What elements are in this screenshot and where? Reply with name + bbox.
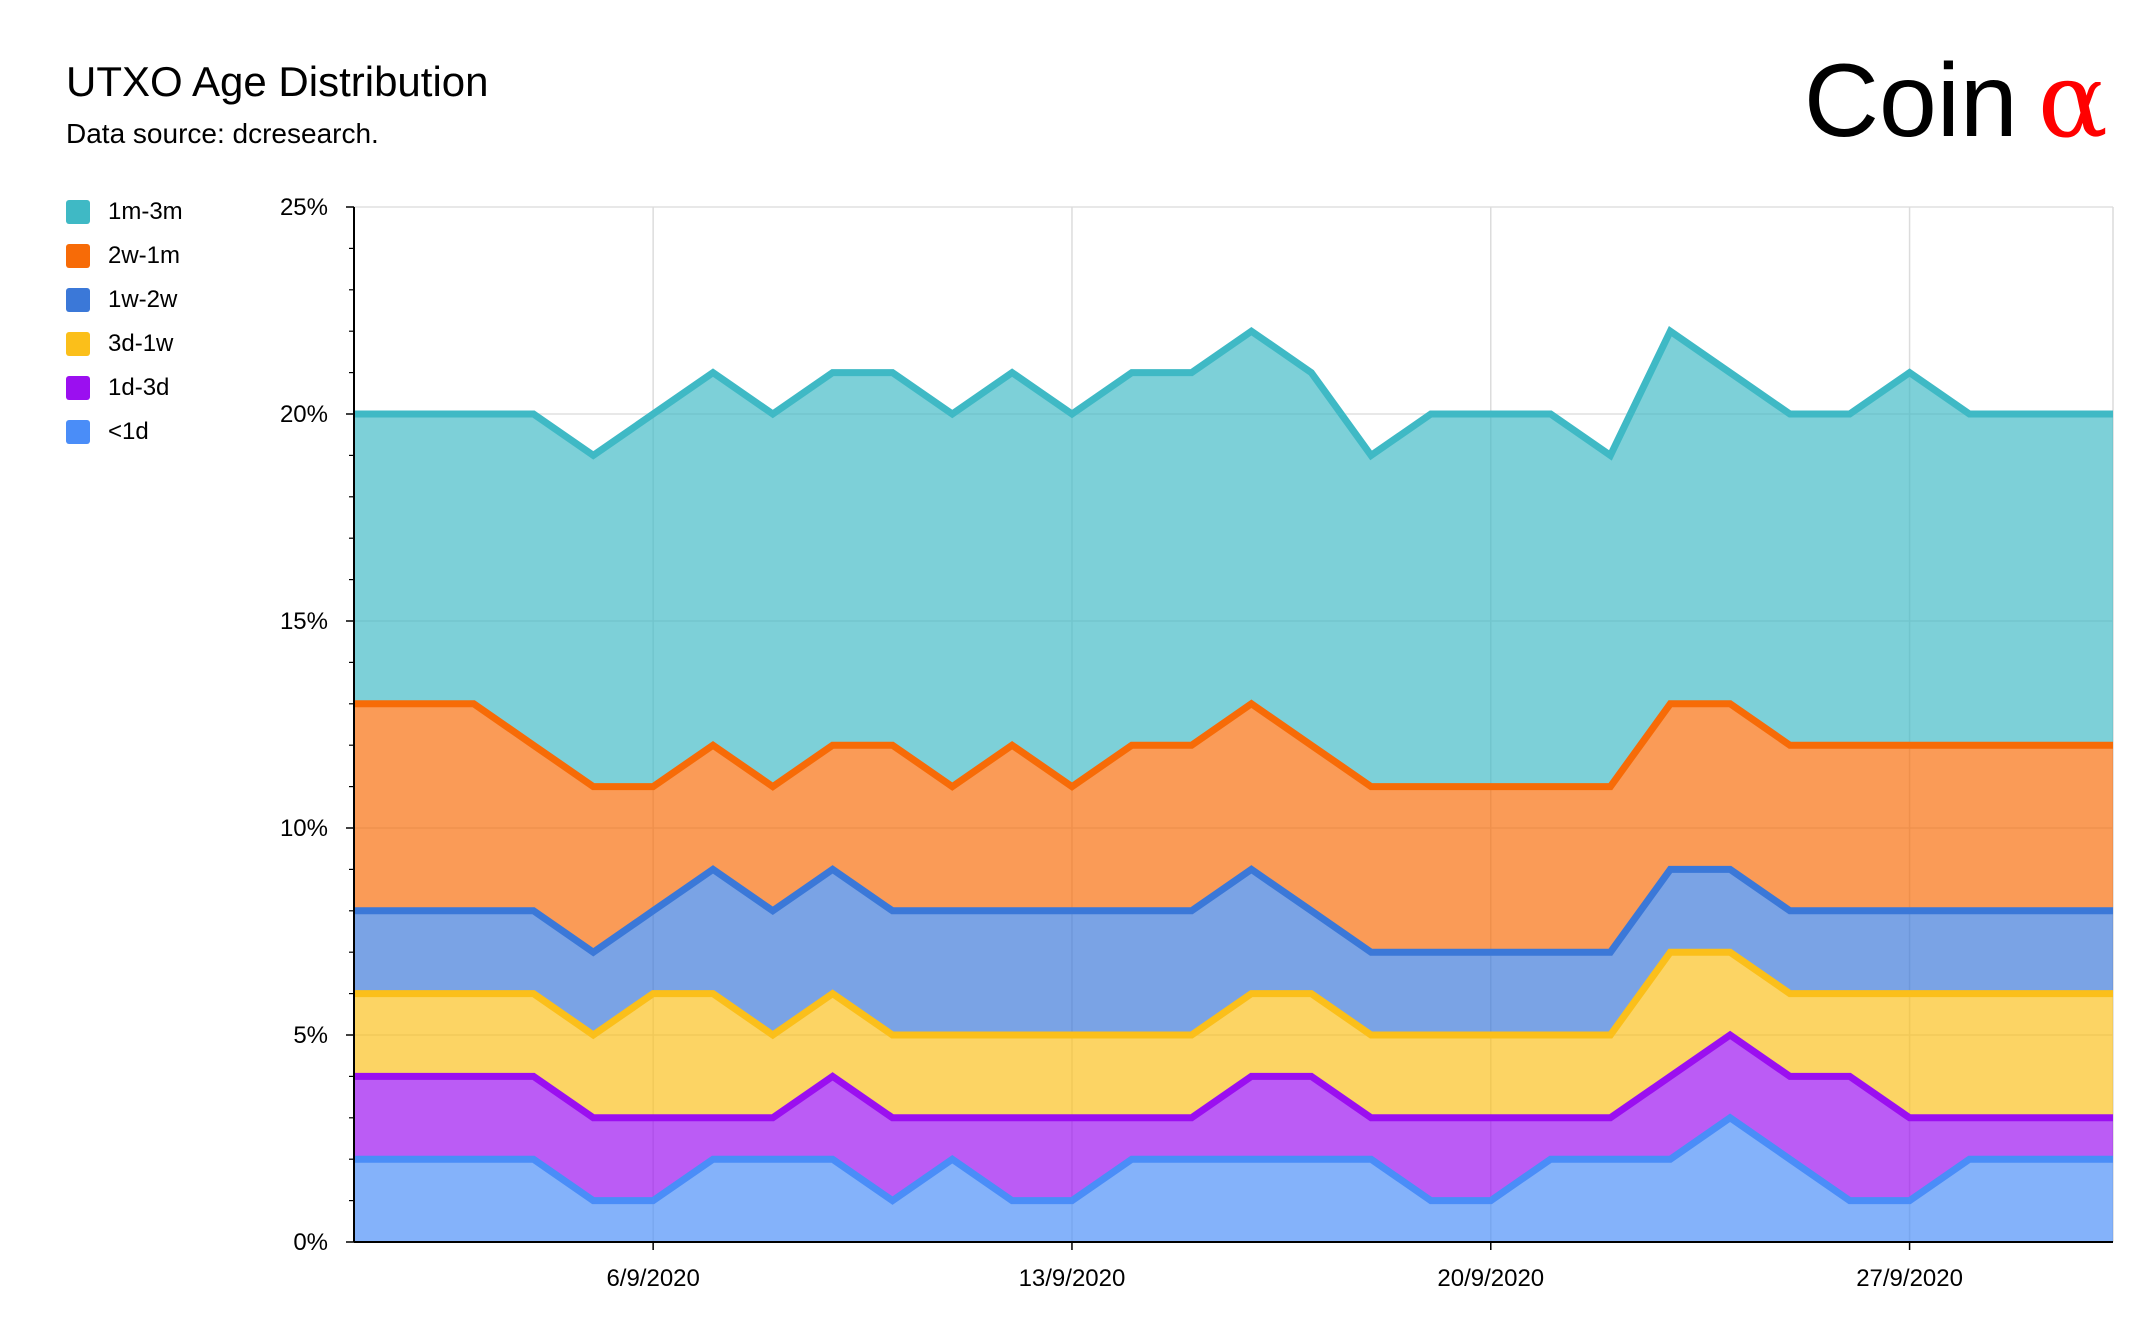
legend-label: 3d-1w <box>108 330 174 357</box>
legend-label: 1w-2w <box>108 286 178 313</box>
legend-item: 3d-1w <box>66 322 183 366</box>
area-2w-1m <box>354 703 2113 953</box>
x-tick-label: 20/9/2020 <box>1437 1265 1544 1292</box>
y-tick-label: 5% <box>293 1022 328 1049</box>
x-tick-label: 6/9/2020 <box>606 1265 699 1292</box>
y-tick-label: 25% <box>280 194 328 221</box>
chart-subtitle: Data source: dcresearch. <box>66 118 379 149</box>
y-tick-label: 10% <box>280 815 328 842</box>
series-lines <box>354 325 2113 1205</box>
area-3d-1w <box>354 952 2113 1118</box>
area--1d <box>354 1117 2113 1242</box>
legend-label: 2w-1m <box>108 242 181 269</box>
legend-item: 1d-3d <box>66 366 183 410</box>
line-1w-2w <box>354 865 2113 957</box>
area-1w-2w <box>354 869 2113 1035</box>
chart-legend: 1m-3m 2w-1m 1w-2w 3d-1w 1d-3d <1d <box>66 190 183 454</box>
legend-swatch <box>66 200 90 224</box>
area-1m-3m <box>354 331 2113 787</box>
legend-swatch <box>66 376 90 400</box>
legend-swatch <box>66 332 90 356</box>
legend-item: <1d <box>66 410 183 454</box>
chart-title: UTXO Age Distribution <box>66 58 489 105</box>
line-1d-3d <box>354 1030 2113 1122</box>
y-tick-label: 15% <box>280 608 328 635</box>
legend-item: 1m-3m <box>66 190 183 234</box>
legend-label: 1d-3d <box>108 374 170 401</box>
x-tick-label: 27/9/2020 <box>1856 1265 1963 1292</box>
legend-label: <1d <box>108 418 149 445</box>
y-tick-label: 0% <box>293 1229 328 1256</box>
legend-swatch <box>66 420 90 444</box>
legend-item: 2w-1m <box>66 234 183 278</box>
axes: 0% 5% 10% 15% 20% 25% 6/9/2020 13/9/2020 20/9/20… <box>280 194 2113 1292</box>
legend-label: 1m-3m <box>108 198 183 225</box>
x-tick-label: 13/9/2020 <box>1019 1265 1126 1292</box>
line-3d-1w <box>354 948 2113 1040</box>
brand-text: Coin <box>1803 43 2018 159</box>
brand-logo: Coin α <box>1804 48 2108 153</box>
legend-swatch <box>66 244 90 268</box>
alpha-icon: α <box>2037 39 2108 161</box>
y-tick-label: 20% <box>280 401 328 428</box>
legend-swatch <box>66 288 90 312</box>
line--1d <box>354 1113 2113 1205</box>
line-2w-1m <box>354 699 2113 791</box>
legend-item: 1w-2w <box>66 278 183 322</box>
line-1m-3m <box>354 325 2113 461</box>
